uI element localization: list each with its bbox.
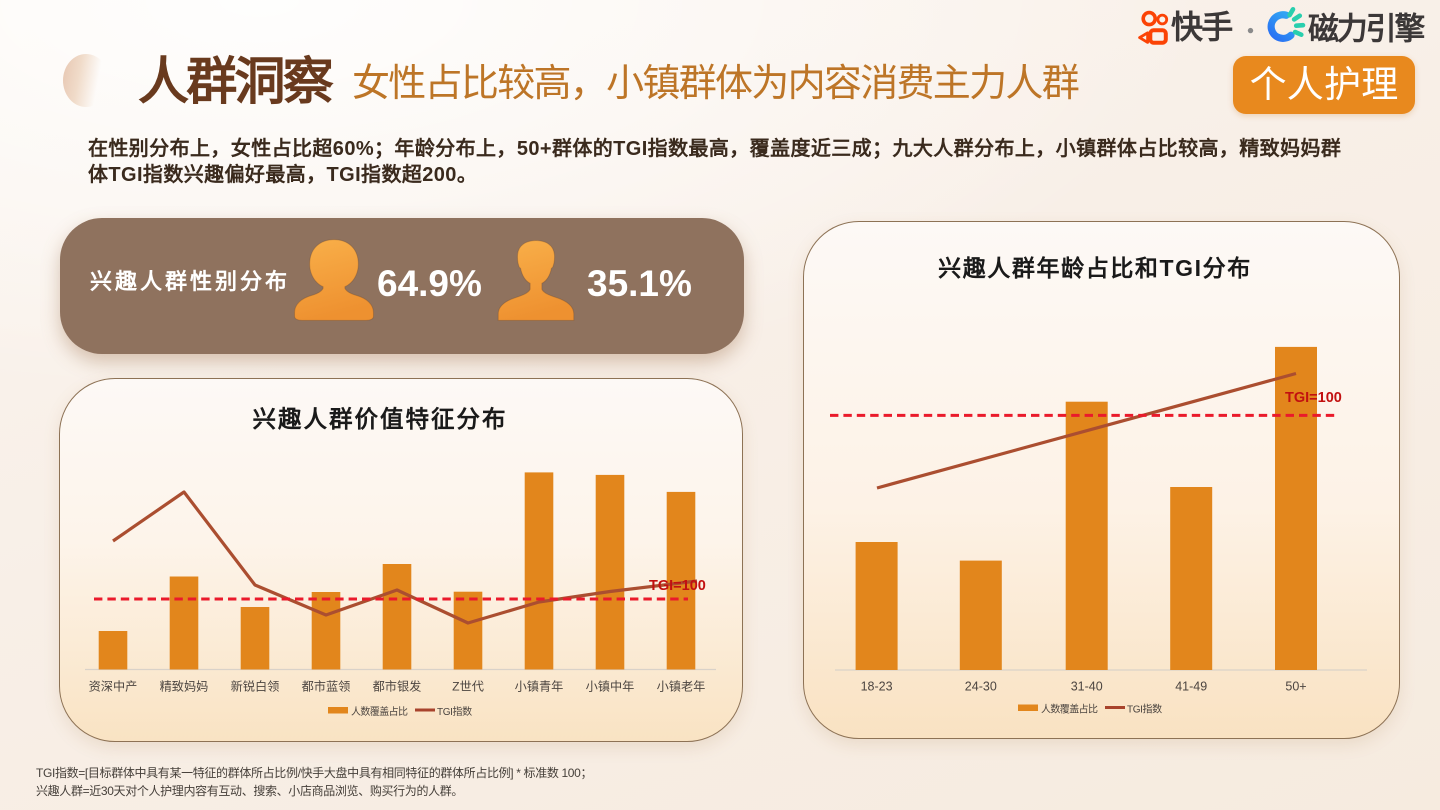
svg-text:都市蓝领: 都市蓝领 bbox=[302, 678, 351, 693]
svg-text:18-23: 18-23 bbox=[861, 680, 893, 694]
svg-text:Z世代: Z世代 bbox=[452, 679, 484, 693]
svg-text:小镇青年: 小镇青年 bbox=[515, 679, 564, 693]
svg-text:TGI=100: TGI=100 bbox=[649, 578, 706, 594]
svg-text:31-40: 31-40 bbox=[1071, 680, 1103, 694]
svg-text:41-49: 41-49 bbox=[1175, 680, 1207, 694]
svg-text:50+: 50+ bbox=[1285, 680, 1306, 694]
svg-text:人数覆盖占比: 人数覆盖占比 bbox=[351, 705, 408, 718]
svg-text:小镇老年: 小镇老年 bbox=[657, 679, 706, 693]
svg-text:小镇中年: 小镇中年 bbox=[586, 678, 635, 693]
svg-text:都市银发: 都市银发 bbox=[373, 678, 422, 693]
svg-text:TGI指数: TGI指数 bbox=[1127, 702, 1162, 715]
svg-text:TGI=100: TGI=100 bbox=[1285, 390, 1342, 406]
svg-text:磁力引擎: 磁力引擎 bbox=[1308, 11, 1425, 46]
svg-text:24-30: 24-30 bbox=[965, 680, 997, 694]
svg-text:快手: 快手 bbox=[1171, 9, 1233, 45]
svg-text:资深中产: 资深中产 bbox=[89, 678, 138, 693]
svg-text:TGI指数: TGI指数 bbox=[437, 705, 472, 718]
svg-text:人数覆盖占比: 人数覆盖占比 bbox=[1041, 702, 1098, 715]
svg-text:新锐白领: 新锐白领 bbox=[231, 678, 280, 693]
svg-text:精致妈妈: 精致妈妈 bbox=[160, 679, 209, 693]
